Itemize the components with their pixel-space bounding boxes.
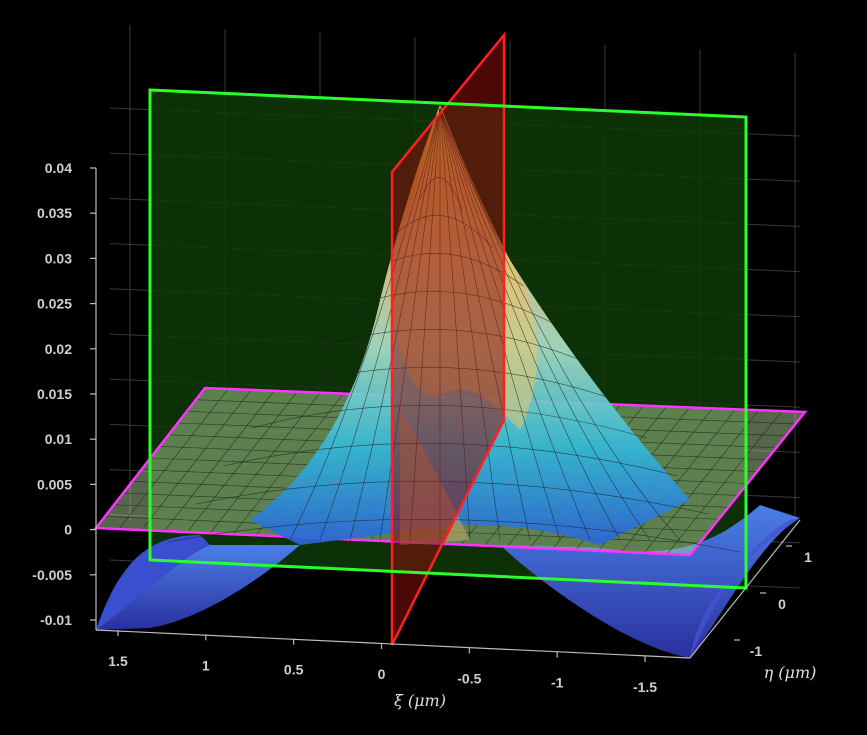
z-tick-label: 0.03 [45, 250, 72, 266]
x-tick-label: 1 [202, 657, 210, 673]
z-tick-label: 0.01 [45, 431, 72, 447]
xi-zero-plane [390, 31, 506, 646]
xi-axis-label: ξ (μm) [394, 691, 446, 710]
z-tick-label: -0.005 [32, 567, 72, 583]
z-tick-label: 0.04 [45, 160, 72, 176]
x-tick-label: -1.5 [633, 679, 657, 695]
eta-axis-label: η (μm) [764, 663, 817, 682]
z-tick-label: 0.02 [45, 341, 72, 357]
x-tick-label: 1.5 [108, 653, 128, 669]
axes: 0.04 0.035 0.03 0.025 0.02 0.015 0.01 0.005 0 -0.… [32, 160, 812, 695]
y-tick-label: -1 [750, 643, 763, 659]
y-tick-label: 1 [804, 549, 812, 565]
z-tick-label: 0 [64, 522, 72, 538]
z-tick-label: 0.035 [37, 205, 72, 221]
y-tick-label: 0 [778, 596, 786, 612]
x-tick-label: 0 [378, 666, 386, 682]
x-tick-label: -0.5 [457, 670, 481, 686]
z-tick-label: 0.005 [37, 476, 72, 492]
surface-tails [96, 505, 800, 658]
z-tick-label: 0.025 [37, 296, 72, 312]
z-tick-label: -0.01 [40, 612, 72, 628]
z-tick-label: 0.015 [37, 386, 72, 402]
x-tick-label: -1 [551, 675, 564, 691]
x-tick-label: 0.5 [284, 662, 304, 678]
